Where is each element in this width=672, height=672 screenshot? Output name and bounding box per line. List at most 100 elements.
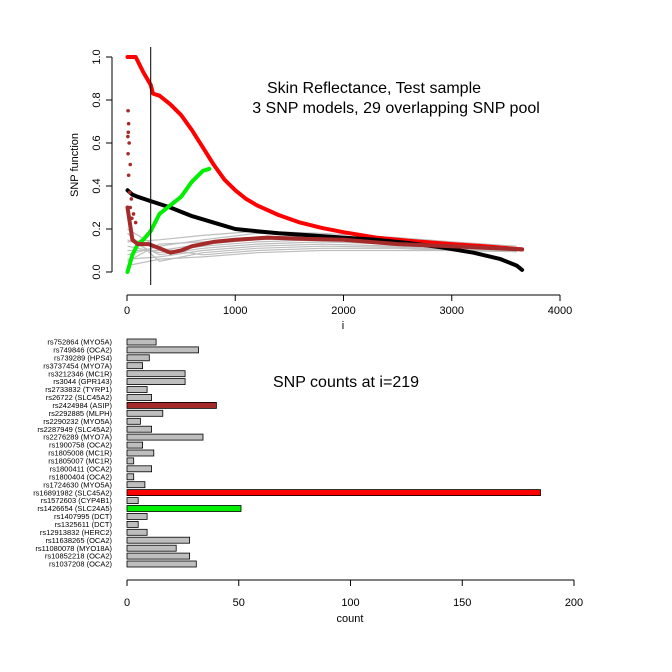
scatter-point-5 — [127, 141, 131, 145]
category-label-22: rs1426654 (SLC24A5) — [37, 504, 112, 513]
series-line-3 — [125, 166, 212, 274]
bar-12 — [126, 425, 153, 433]
bar-10 — [126, 409, 164, 417]
bar-x-tick-label-2: 50 — [233, 597, 245, 609]
x-tick-label-2: 1000 — [223, 305, 247, 317]
y-axis-label: SNP function — [69, 133, 81, 197]
bar-x-tick-label-1: 0 — [124, 597, 130, 609]
snp-counts-plot: SNP counts at i=219 rs752864 (MYO5A)rs74… — [33, 338, 583, 625]
x-tick-label-1: 0 — [124, 305, 130, 317]
bar-21 — [126, 497, 139, 505]
bar-3 — [126, 354, 150, 362]
bar-9 — [126, 401, 217, 409]
series-line-4 — [125, 205, 525, 255]
category-label-20: rs16891982 (SLC45A2) — [33, 488, 112, 497]
bar-26 — [126, 536, 190, 544]
series-line-1 — [125, 55, 525, 252]
category-label-24: rs1325611 (DCT) — [55, 520, 113, 529]
scatter-point-3 — [126, 130, 131, 135]
scatter-point-2 — [126, 121, 131, 126]
bar-15 — [126, 449, 155, 457]
bar-7 — [126, 386, 148, 393]
scatter-points-group — [126, 108, 138, 225]
y-tick-label-2: 0.2 — [91, 221, 103, 236]
category-label-5: rs3212346 (MC1R) — [48, 369, 112, 378]
chart-title-line2: 3 SNP models, 29 overlapping SNP pool — [252, 100, 540, 117]
bar-x-axis-label: count — [337, 613, 364, 625]
category-labels-group: rs752864 (MYO5A)rs749846 (OCA2)rs739289 … — [33, 338, 112, 569]
bar-4 — [126, 362, 144, 370]
bar-17 — [126, 465, 153, 473]
scatter-point-12 — [131, 212, 136, 216]
category-label-19: rs1724630 (MYO5A) — [43, 480, 112, 489]
bar-2 — [126, 346, 199, 354]
bar-8 — [126, 394, 153, 401]
category-label-29: rs1037208 (OCA2) — [49, 560, 112, 569]
scatter-point-4 — [126, 134, 130, 139]
bar-20 — [126, 489, 541, 497]
bar-19 — [126, 481, 146, 489]
bar-29 — [126, 560, 197, 568]
category-label-10: rs2292885 (MLPH) — [49, 409, 113, 418]
category-label-13: rs2276289 (MYO7A) — [43, 433, 112, 442]
top-axes: 0 1000 2000 3000 4000 0.0 0.2 0.4 0.6 0.8 1.0 — [91, 49, 572, 317]
bar-5 — [126, 370, 186, 378]
scatter-point-10 — [129, 197, 134, 201]
category-label-14: rs1900758 (OCA2) — [49, 441, 112, 450]
scatter-point-6 — [126, 151, 130, 156]
bar-x-tick-label-4: 150 — [453, 597, 471, 609]
colored-series-group — [125, 55, 525, 274]
bar-1 — [126, 338, 157, 346]
bar-18 — [126, 473, 135, 481]
category-label-23: rs1407995 (DCT) — [54, 512, 112, 521]
bar-22 — [126, 505, 242, 512]
x-axis-label: i — [342, 320, 344, 332]
bar-16 — [126, 457, 135, 465]
scatter-point-1 — [126, 108, 130, 113]
category-label-15: rs1805008 (MC1R) — [48, 449, 112, 458]
category-label-12: rs2287949 (SLC45A2) — [37, 425, 112, 434]
category-label-7: rs2733832 (TYRP1) — [45, 385, 112, 394]
bottom-axes: 0 50 100 150 200 — [124, 579, 583, 609]
category-label-11: rs2290232 (MYO5A) — [43, 417, 112, 426]
category-label-4: rs3737454 (MYO7A) — [43, 361, 112, 370]
scatter-point-8 — [126, 173, 131, 178]
x-tick-label-3: 2000 — [331, 305, 355, 317]
scatter-point-11 — [128, 205, 133, 210]
bar-28 — [126, 552, 190, 560]
snp-function-plot: 0 1000 2000 3000 4000 0.0 0.2 0.4 0.6 0.8 1.0 Skin… — [69, 47, 572, 332]
category-label-2: rs749846 (OCA2) — [53, 346, 112, 355]
bar-24 — [126, 521, 139, 528]
bar-13 — [126, 433, 204, 441]
bar-14 — [126, 441, 144, 449]
category-label-27: rs11080078 (MYO18A) — [35, 544, 112, 553]
gray-series-line-9 — [127, 249, 517, 267]
bar-11 — [126, 417, 141, 425]
bar-23 — [126, 513, 148, 520]
category-label-1: rs752864 (MYO5A) — [47, 338, 112, 347]
category-label-18: rs1800404 (OCA2) — [49, 472, 112, 481]
category-label-16: rs1805007 (MC1R) — [48, 457, 112, 466]
x-tick-label-5: 4000 — [548, 305, 572, 317]
bar-x-tick-label-5: 200 — [565, 597, 583, 609]
bar-25 — [126, 528, 148, 536]
category-label-28: rs10852218 (OCA2) — [45, 552, 113, 561]
bar-chart-title: SNP counts at i=219 — [273, 374, 419, 391]
bar-x-tick-label-3: 100 — [341, 597, 359, 609]
category-label-17: rs1800411 (OCA2) — [50, 465, 113, 474]
scatter-point-7 — [128, 162, 133, 167]
scatter-point-13 — [130, 216, 134, 221]
y-tick-label-1: 0.0 — [91, 264, 103, 279]
bar-27 — [126, 544, 177, 552]
scatter-point-9 — [127, 190, 132, 195]
category-label-9: rs2424984 (ASIP) — [52, 401, 112, 410]
y-tick-label-5: 0.8 — [91, 92, 103, 107]
scatter-point-14 — [133, 220, 138, 225]
chart-title-line1: Skin Reflectance, Test sample — [267, 80, 481, 97]
y-tick-label-3: 0.4 — [91, 178, 103, 193]
category-label-8: rs26722 (SLC45A2) — [46, 393, 113, 402]
category-label-6: rs3044 (GPR143) — [53, 377, 112, 386]
category-label-25: rs12913832 (HERC2) — [40, 528, 113, 537]
category-label-21: rs1572603 (CYP4B1) — [41, 496, 113, 505]
